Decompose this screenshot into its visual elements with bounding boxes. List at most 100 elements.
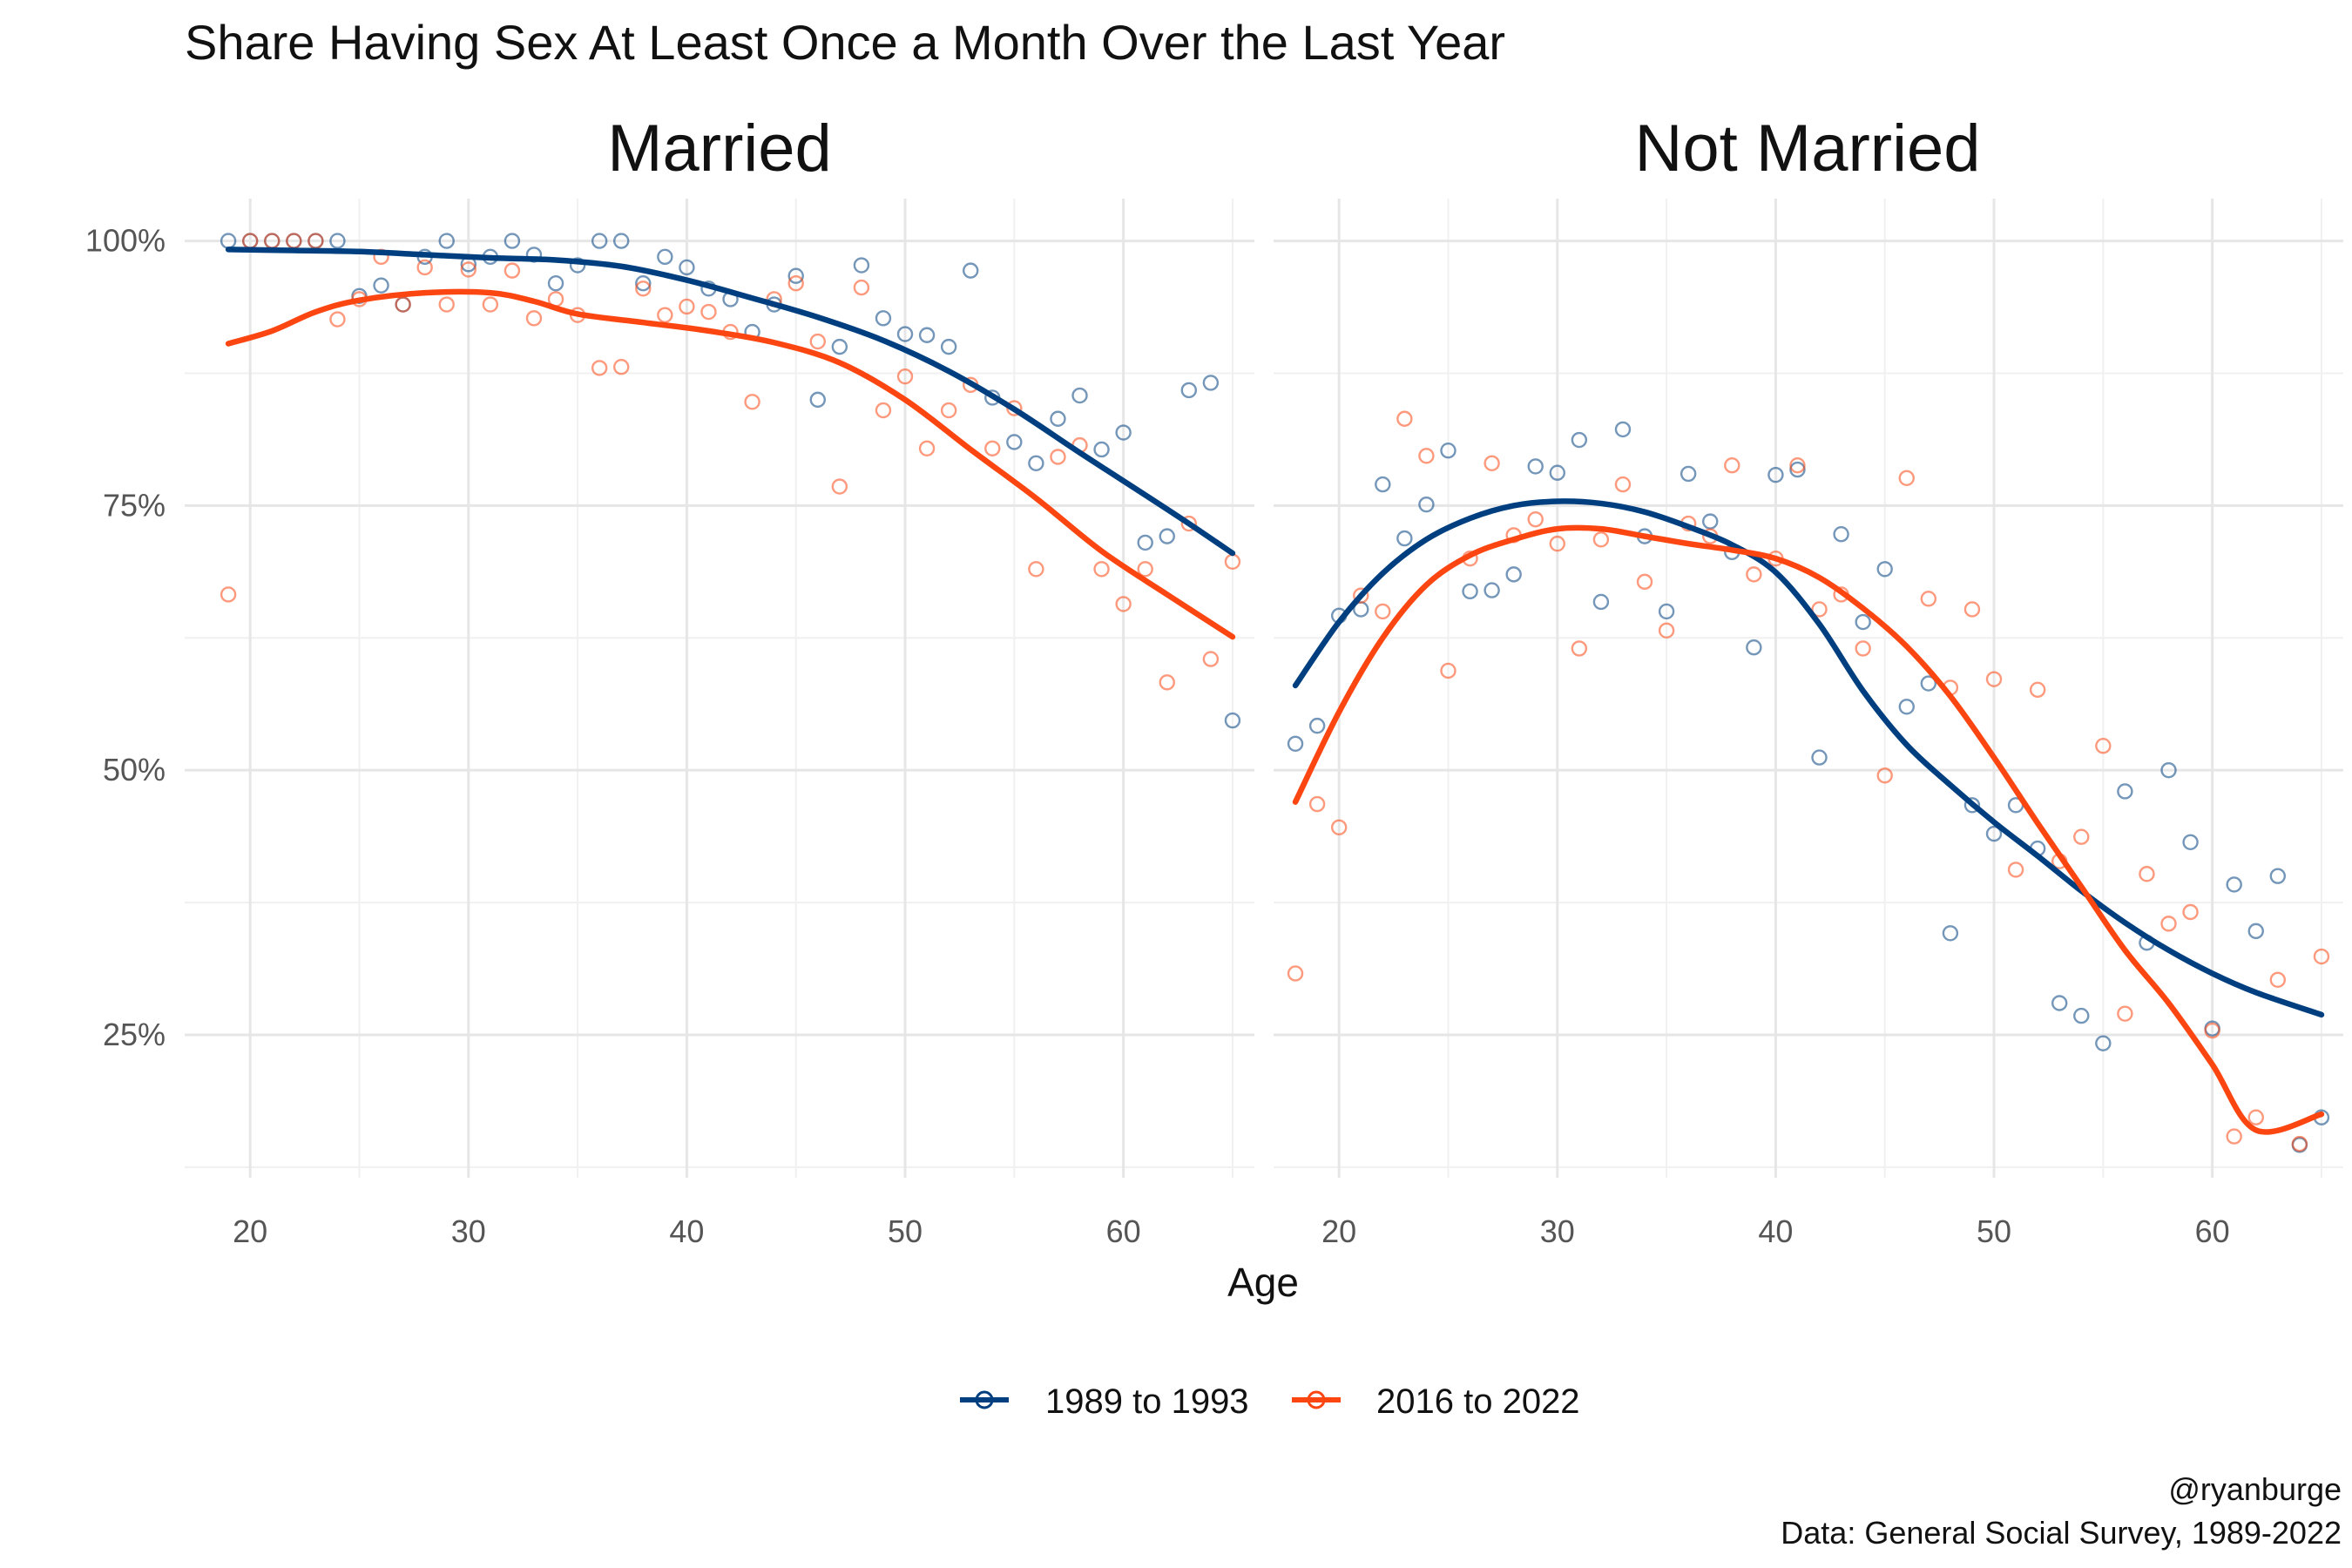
panel-married-x-ticks: 20 30 40 50 60: [233, 1213, 1140, 1249]
married-point-2016-to-2022: [940, 402, 957, 419]
not-married-point-1989-to-1993: [2226, 876, 2242, 893]
not-married-point-2016-to-2022: [1484, 455, 1500, 471]
not-married-trend-line-2016-to-2022: [1292, 524, 2325, 1135]
not-married-point-2016-to-2022: [2204, 1022, 2220, 1039]
legend-key-point-1989-1993: [975, 1390, 994, 1409]
married-point-1989-to-1993: [569, 257, 586, 274]
panel-not-married-label: Not Married: [1635, 112, 1981, 186]
married-point-2016-to-2022: [635, 280, 652, 297]
married-point-2016-to-2022: [1202, 651, 1220, 667]
not-married-point-2016-to-2022: [1811, 601, 1828, 618]
not-married-x-tick-label: 40: [1758, 1213, 1793, 1249]
panel-married-y-ticks: 25% 50% 75% 100%: [85, 223, 166, 1052]
not-married-point-2016-to-2022: [2182, 903, 2199, 921]
married-x-tick-label: 50: [888, 1213, 923, 1249]
married-point-2016-to-2022: [679, 298, 695, 315]
y-tick-label: 75%: [103, 487, 166, 523]
not-married-point-2016-to-2022: [2073, 828, 2090, 845]
married-point-2016-to-2022: [1180, 515, 1198, 532]
married-point-2016-to-2022: [657, 307, 673, 323]
not-married-point-1989-to-1993: [1855, 613, 1871, 631]
married-point-2016-to-2022: [525, 310, 543, 327]
married-point-2016-to-2022: [853, 279, 870, 296]
married-point-1989-to-1993: [635, 275, 652, 292]
x-axis-title: Age: [1227, 1260, 1299, 1305]
panel-married-label: Married: [607, 112, 832, 186]
not-married-point-2016-to-2022: [1375, 603, 1391, 620]
married-point-1989-to-1993: [1115, 424, 1132, 441]
not-married-point-2016-to-2022: [1287, 965, 1304, 982]
not-married-point-2016-to-2022: [1789, 457, 1806, 474]
not-married-point-2016-to-2022: [1330, 819, 1348, 835]
not-married-point-1989-to-1993: [1767, 466, 1784, 483]
legend: 1989 to 1993 2016 to 2022: [960, 1382, 1580, 1421]
married-point-2016-to-2022: [744, 394, 760, 410]
legend-item-2016-2022: 2016 to 2022: [1292, 1382, 1580, 1421]
not-married-point-1989-to-1993: [1833, 525, 1849, 543]
y-tick-label: 25%: [103, 1017, 166, 1052]
married-x-tick-label: 40: [669, 1213, 704, 1249]
panel-not-married-grid: [1274, 199, 2343, 1178]
caption-source: Data: General Social Survey, 1989-2022: [1781, 1515, 2342, 1551]
married-point-2016-to-2022: [1115, 596, 1132, 612]
married-point-1989-to-1993: [853, 257, 870, 274]
married-point-2016-to-2022: [329, 311, 346, 328]
panel-married-trends: [225, 247, 1236, 640]
not-married-point-2016-to-2022: [1571, 640, 1588, 657]
not-married-point-2016-to-2022: [1920, 591, 1937, 607]
not-married-point-1989-to-1993: [1571, 431, 1588, 449]
married-x-tick-label: 30: [451, 1213, 486, 1249]
not-married-point-1989-to-1993: [1505, 566, 1522, 583]
married-point-1989-to-1993: [547, 275, 564, 292]
married-point-2016-to-2022: [787, 275, 804, 292]
married-point-2016-to-2022: [809, 333, 826, 350]
not-married-point-1989-to-1993: [1920, 675, 1937, 692]
not-married-x-tick-label: 60: [2195, 1213, 2230, 1249]
married-point-1989-to-1993: [613, 233, 630, 249]
not-married-point-1989-to-1993: [1658, 603, 1675, 620]
married-point-2016-to-2022: [416, 259, 433, 276]
married-point-2016-to-2022: [438, 296, 455, 313]
married-point-1989-to-1993: [1071, 387, 1088, 404]
married-point-1989-to-1993: [875, 310, 892, 327]
not-married-point-1989-to-1993: [1876, 561, 1893, 578]
married-point-2016-to-2022: [1137, 561, 1153, 578]
not-married-point-1989-to-1993: [1680, 465, 1697, 483]
not-married-point-2016-to-2022: [2007, 862, 2024, 878]
not-married-point-2016-to-2022: [2269, 971, 2287, 988]
married-x-tick-label: 20: [233, 1213, 267, 1249]
married-point-1989-to-1993: [657, 248, 673, 266]
married-point-2016-to-2022: [984, 440, 1001, 456]
married-point-1989-to-1993: [1028, 455, 1044, 471]
caption-handle: @ryanburge: [2168, 1471, 2342, 1507]
not-married-point-2016-to-2022: [1614, 476, 1632, 493]
y-tick-label: 50%: [103, 752, 166, 787]
not-married-point-2016-to-2022: [1963, 601, 1981, 618]
not-married-point-1989-to-1993: [1418, 496, 1435, 513]
not-married-point-2016-to-2022: [1724, 457, 1740, 474]
not-married-point-2016-to-2022: [1658, 622, 1675, 639]
married-point-2016-to-2022: [504, 262, 521, 279]
married-point-1989-to-1993: [940, 338, 957, 355]
not-married-point-1989-to-1993: [1898, 699, 1915, 715]
not-married-point-2016-to-2022: [1527, 510, 1544, 528]
married-point-1989-to-1993: [438, 233, 455, 249]
not-married-point-1989-to-1993: [1614, 421, 1632, 438]
not-married-point-1989-to-1993: [2269, 868, 2287, 884]
not-married-point-1989-to-1993: [1440, 443, 1456, 459]
married-point-2016-to-2022: [1159, 674, 1175, 691]
married-point-2016-to-2022: [482, 296, 499, 313]
married-point-1989-to-1993: [1202, 375, 1220, 391]
not-married-point-1989-to-1993: [1527, 458, 1544, 475]
not-married-point-2016-to-2022: [2029, 681, 2046, 699]
not-married-point-2016-to-2022: [1396, 410, 1413, 427]
married-point-2016-to-2022: [220, 586, 237, 603]
not-married-point-1989-to-1993: [2095, 1035, 2112, 1051]
legend-label-1989-1993: 1989 to 1993: [1045, 1382, 1249, 1421]
not-married-point-1989-to-1993: [2073, 1007, 2090, 1024]
not-married-point-1989-to-1993: [1462, 583, 1478, 600]
not-married-x-tick-label: 50: [1977, 1213, 2011, 1249]
panel-married: Married 25% 50% 75% 100% 20 30 40 50 60: [85, 112, 1254, 1249]
not-married-point-2016-to-2022: [1746, 566, 1762, 583]
not-married-point-1989-to-1993: [1811, 749, 1828, 766]
